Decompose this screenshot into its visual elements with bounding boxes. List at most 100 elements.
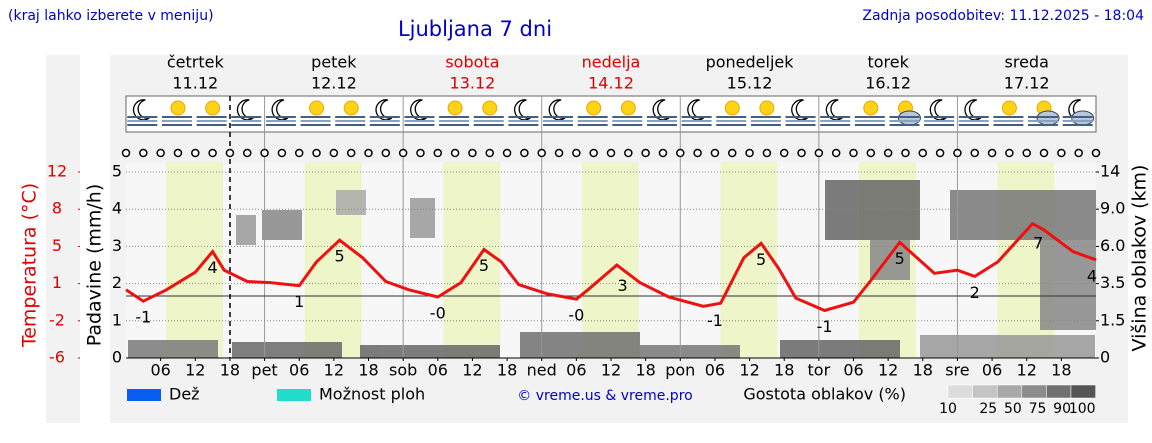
wind-marker [173,148,183,158]
update-time: Zadnja posodobitev: 11.12.2025 - 18:04 [862,8,1144,24]
wind-marker [364,148,373,158]
day-name: nedelja [582,53,641,72]
moon-icon [929,99,947,121]
cloud-scale-box [1021,384,1047,399]
day-date: 14.12 [588,74,634,93]
wind-marker [398,148,408,158]
left-panel [46,55,80,423]
cloud-scale-label: 10 [939,401,957,417]
y-tick-label: 0 [112,348,122,367]
temperature-extreme-label: -0 [430,304,446,323]
x-tick-label: 06 [705,361,725,380]
moon-icon [271,99,289,121]
menu-note: (kraj lahko izberete v meniju) [8,8,214,24]
x-tick-label: 12 [878,361,898,380]
sun-icon [482,100,498,116]
wind-marker [156,148,165,158]
sun-icon [759,100,775,116]
wind-marker [260,148,269,158]
sun-icon [620,100,636,116]
sun-icon [343,100,359,116]
wind-marker [658,148,668,158]
y2-tick-label: 9.0 [1100,199,1125,218]
wind-marker [1091,148,1101,158]
cloud-scale-box [1070,384,1096,399]
wind-marker [312,148,321,158]
x-tick-label: 06 [566,361,586,380]
x-tick-label: 06 [843,361,863,380]
temperature-extreme-label: 5 [479,256,489,275]
wind-marker [970,148,979,158]
moon-icon [964,99,982,121]
x-tick-label: 06 [150,361,170,380]
wind-marker [883,148,893,158]
icon-row [125,95,1097,133]
x-tick-label: 18 [635,361,655,380]
moon-icon [825,99,843,121]
x-tick-label: 18 [220,361,240,380]
wind-marker [762,148,772,158]
wind-marker [987,148,997,158]
wind-marker [918,148,928,158]
moon-icon [687,99,704,121]
day-date: 12.12 [311,74,357,93]
temp-tick-label: 8 [52,199,62,218]
wind-marker [779,148,789,158]
x-tick-label: tor [808,361,831,380]
wind-marker [329,148,339,158]
chart-title: Ljubljana 7 dni [398,17,552,41]
cloud-scale-box [1046,384,1072,399]
cloud-scale-box [996,384,1023,399]
wind-marker [814,148,824,158]
legend-label: Možnost ploh [319,385,425,404]
y-tick-label: 3 [112,236,122,255]
wind-marker [381,148,391,158]
day-name: petek [311,53,357,72]
temperature-extreme-label: 5 [335,247,345,266]
daylight-band [581,162,639,358]
wind-marker [953,148,962,158]
cloud-scale-label: 90 [1053,401,1071,417]
credit: © vreme.us & vreme.pro [517,388,692,404]
wind-marker [589,148,598,158]
wind-marker [520,148,529,158]
wind-marker [294,148,304,158]
moon-icon [375,99,393,121]
day-date: 13.12 [450,74,496,93]
day-name: ponedeljek [706,53,795,72]
x-tick-label: 12 [462,361,482,380]
wind-marker [485,148,494,158]
x-tick-label: 18 [497,361,517,380]
wind-marker [745,148,754,158]
y2-axis-title: Višina oblakov (km) [1129,165,1151,352]
wind-marker [728,148,737,158]
moon-icon [132,99,150,121]
wind-marker [1039,148,1049,158]
x-tick-label: 18 [1051,361,1071,380]
x-tick-label: 06 [289,361,309,380]
wind-marker [693,148,702,158]
wind-marker [121,148,131,158]
x-tick-label: 18 [358,361,378,380]
day-name: četrtek [167,53,225,72]
y-axis-title: Padavine (mm/h) [84,184,106,347]
wind-marker [710,148,720,158]
y-tick-label: 5 [112,162,122,181]
wind-marker [243,148,252,158]
x-tick-label: sre [945,361,969,380]
x-tick-label: 12 [324,361,344,380]
cloud-scale-label: 100 [1069,401,1096,417]
wind-marker [208,148,217,158]
daylight-band [720,162,778,358]
sun-icon [205,100,221,116]
temperature-extreme-label: -1 [707,311,723,330]
y2-tick-label: 14 [1100,162,1120,181]
temp-tick-label: -6 [49,348,65,367]
x-tick-label: 12 [185,361,205,380]
wind-marker [502,148,512,158]
moon-icon [548,99,566,121]
temp-tick-label: 1 [52,273,62,292]
legend-swatch [127,389,161,401]
temperature-extreme-label: 4 [208,258,218,277]
